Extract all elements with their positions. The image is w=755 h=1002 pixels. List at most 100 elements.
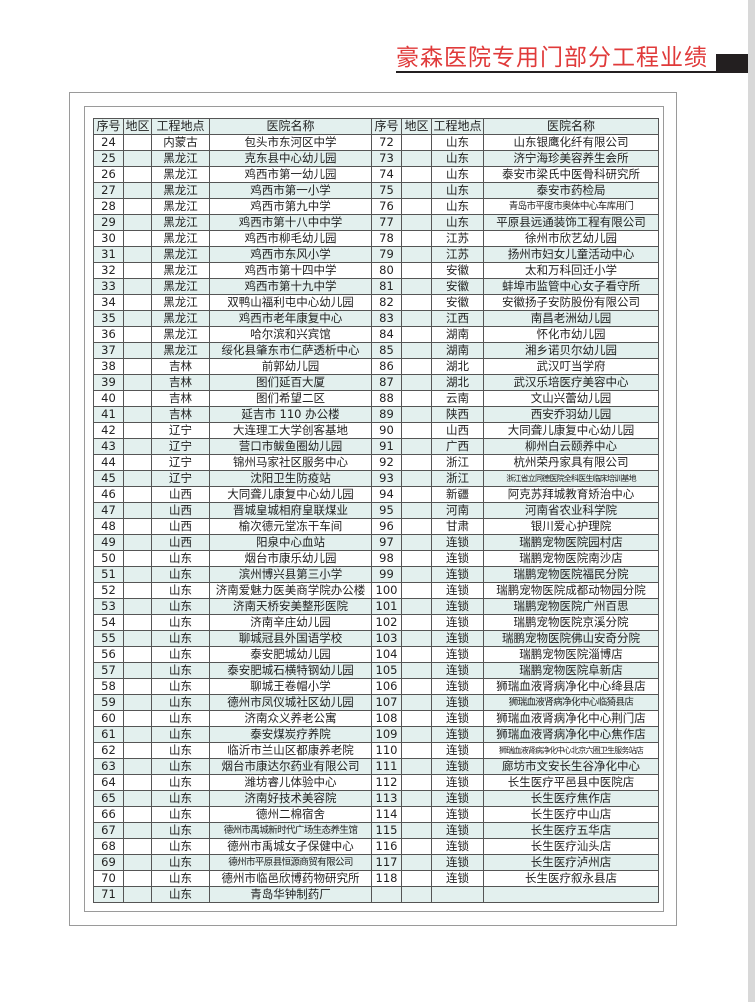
cell-no: 74 [371,166,402,183]
table-row: 33 黑龙江 鸡西市第十九中学 81 安徽 蚌埠市监管中心女子看守所 [93,278,659,295]
cell-region [123,230,152,247]
cell-hospital [483,886,659,903]
cell-region [123,198,152,215]
table-row: 24 内蒙古 包头市东河区中学 72 山东 山东银鹰化纤有限公司 [93,134,659,151]
header-hospital: 医院名称 [209,118,372,135]
cell-region [401,134,432,151]
cell-no: 92 [371,454,402,471]
cell-hospital: 徐州市欣艺幼儿园 [483,230,659,247]
header-region: 地区 [123,118,152,135]
cell-location: 连锁 [431,774,484,791]
cell-region [123,694,152,711]
table-row: 69 山东 德州市平原县恒源商贸有限公司 117 连锁 长生医疗泸州店 [93,854,659,871]
cell-hospital: 烟台市康乐幼儿园 [209,550,372,567]
cell-region [401,406,432,423]
cell-region [123,774,152,791]
cell-location: 山东 [151,630,210,647]
cell-location: 黑龙江 [151,294,210,311]
cell-location: 山东 [151,614,210,631]
cell-region [401,278,432,295]
cell-location: 山东 [151,806,210,823]
cell-hospital: 廊坊市文安长生谷净化中心 [483,758,659,775]
cell-region [401,742,432,759]
cell-region [123,854,152,871]
cell-location: 山东 [151,550,210,567]
cell-location: 云南 [431,390,484,407]
cell-location: 山东 [151,838,210,855]
cell-region [123,422,152,439]
cell-location: 山东 [431,150,484,167]
cell-location: 甘肃 [431,518,484,535]
table-row: 47 山西 晋城皇城相府皇联煤业 95 河南 河南省农业科学院 [93,502,659,519]
cell-no: 31 [93,246,124,263]
table-row: 60 山东 济南众义养老公寓 108 连锁 狮瑞血液肾病净化中心荆门店 [93,710,659,727]
cell-no: 65 [93,790,124,807]
cell-location: 河南 [431,502,484,519]
cell-region [123,662,152,679]
cell-hospital: 济南好技术美容院 [209,790,372,807]
cell-no: 88 [371,390,402,407]
cell-no: 102 [371,614,402,631]
cell-location: 连锁 [431,678,484,695]
cell-hospital: 瑞鹏宠物医院成都动物园分院 [483,582,659,599]
cell-no: 76 [371,198,402,215]
cell-location: 山东 [151,678,210,695]
cell-no: 80 [371,262,402,279]
cell-hospital: 文山兴蕾幼儿园 [483,390,659,407]
cell-hospital: 怀化市幼儿园 [483,326,659,343]
table-row: 68 山东 德州市禹城女子保健中心 116 连锁 长生医疗汕头店 [93,838,659,855]
cell-no: 75 [371,182,402,199]
cell-no: 111 [371,758,402,775]
cell-hospital: 长生医疗泸州店 [483,854,659,871]
cell-location: 连锁 [431,758,484,775]
cell-location: 连锁 [431,630,484,647]
cell-no: 89 [371,406,402,423]
header-hospital: 医院名称 [483,118,659,135]
cell-no: 53 [93,598,124,615]
table-row: 39 吉林 图们延百大厦 87 湖北 武汉乐培医疗美容中心 [93,374,659,391]
table-row: 40 吉林 图们希望二区 88 云南 文山兴蕾幼儿园 [93,390,659,407]
cell-hospital: 泰安肥城幼儿园 [209,646,372,663]
cell-no: 114 [371,806,402,823]
cell-location: 山东 [151,726,210,743]
cell-region [401,230,432,247]
cell-location: 山东 [431,198,484,215]
cell-no: 27 [93,182,124,199]
cell-no: 86 [371,358,402,375]
cell-hospital: 瑞鹏宠物医院淄博店 [483,646,659,663]
table-row: 52 山东 济南爱魅力医美商学院办公楼 100 连锁 瑞鹏宠物医院成都动物园分院 [93,582,659,599]
cell-hospital: 绥化县肇东市仁萨透析中心 [209,342,372,359]
cell-region [123,438,152,455]
cell-no: 46 [93,486,124,503]
cell-region [123,342,152,359]
table-row: 45 辽宁 沈阳卫生防疫站 93 浙江 浙江省立同德医院全科医生临床培训基地 [93,470,659,487]
cell-no: 70 [93,870,124,887]
cell-hospital: 鸡西市第十四中学 [209,262,372,279]
cell-hospital: 狮瑞血液肾病净化中心焦作店 [483,726,659,743]
cell-location: 山东 [151,774,210,791]
cell-no: 87 [371,374,402,391]
cell-region [401,710,432,727]
cell-location: 江苏 [431,246,484,263]
cell-region [123,470,152,487]
cell-no: 105 [371,662,402,679]
cell-hospital: 狮瑞血液肾病净化中心绛县店 [483,678,659,695]
cell-location: 连锁 [431,598,484,615]
header-region: 地区 [401,118,432,135]
cell-hospital: 青岛市平度市奥体中心车库用门 [483,198,659,215]
cell-region [123,886,152,903]
table-row: 31 黑龙江 鸡西市东风小学 79 江苏 扬州市妇女儿童活动中心 [93,246,659,263]
cell-location: 吉林 [151,406,210,423]
cell-no: 103 [371,630,402,647]
cell-no: 60 [93,710,124,727]
cell-hospital: 德州市禹城女子保健中心 [209,838,372,855]
cell-hospital: 德州市凤仪城社区幼儿园 [209,694,372,711]
table-row: 43 辽宁 营口市鲅鱼圈幼儿园 91 广西 柳州白云颐养中心 [93,438,659,455]
cell-no: 116 [371,838,402,855]
table-row: 62 山东 临沂市兰山区都康养老院 110 连锁 狮瑞血液肾病净化中心北京六圈卫生服务站店 [93,742,659,759]
cell-no: 90 [371,422,402,439]
cell-hospital: 瑞鹏宠物医院京溪分院 [483,614,659,631]
cell-hospital: 狮瑞血液肾病净化中心荆门店 [483,710,659,727]
table-row: 27 黑龙江 鸡西市第一小学 75 山东 泰安市药检局 [93,182,659,199]
cell-location: 山东 [431,182,484,199]
